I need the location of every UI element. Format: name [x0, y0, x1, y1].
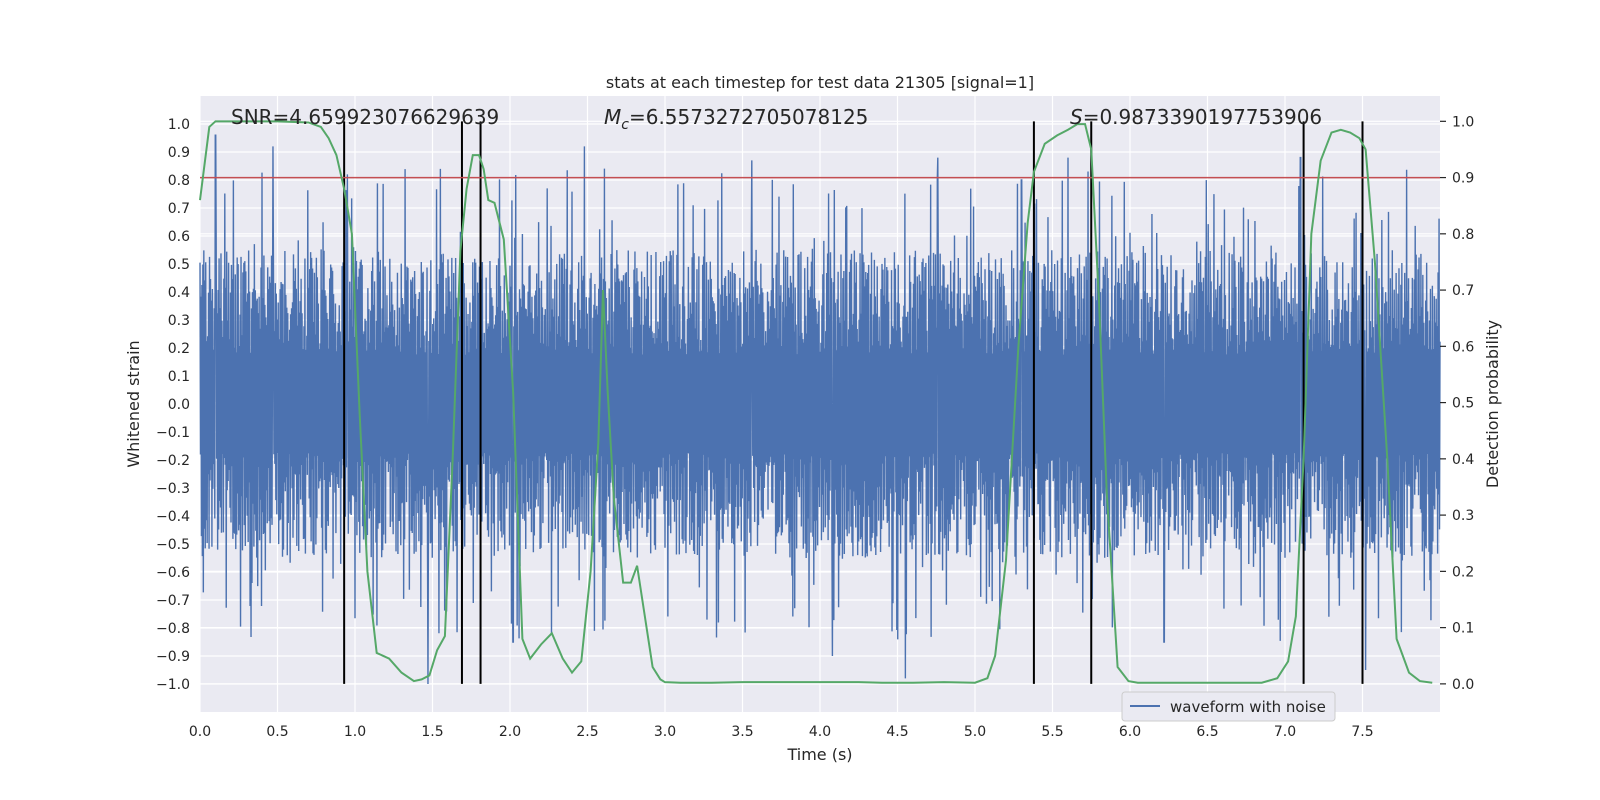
y-tick-label-left: −0.3	[156, 481, 190, 497]
mc-annotation: Mc=6.5573272705078125	[604, 105, 868, 133]
legend-box	[1121, 691, 1336, 722]
y-tick-label-left: 0.8	[168, 173, 190, 189]
probability-path	[199, 120, 1433, 684]
x-tick-label: 3.0	[654, 724, 676, 740]
x-tick-label: 6.0	[1119, 724, 1141, 740]
x-tick-label: 7.5	[1351, 724, 1373, 740]
s-symbol: S	[1070, 105, 1083, 129]
mc-symbol: M	[604, 105, 621, 129]
x-tick-label: 0.0	[189, 724, 211, 740]
y-tick-label-right: 0.9	[1452, 171, 1474, 187]
x-ticks: 0.0 0.5 1.0 1.5 2.0 2.5 3.0 3.5 4.0 4.5 5.0 5.5 6.0 6…	[189, 724, 1374, 740]
y-tick-label-left: −0.9	[156, 649, 190, 665]
x-tick-label: 5.0	[964, 724, 986, 740]
x-tick-label: 2.0	[499, 724, 521, 740]
y-tick-label-left: −0.7	[156, 593, 190, 609]
probability-series	[199, 120, 1433, 684]
s-value: =0.9873390197753906	[1083, 105, 1322, 129]
x-tick-label: 6.5	[1196, 724, 1218, 740]
y-tick-label-right: 0.8	[1452, 227, 1474, 243]
x-tick-label: 1.0	[344, 724, 366, 740]
y-tick-label-left: −0.5	[156, 537, 190, 553]
mc-subscript: c	[621, 117, 629, 133]
y-tick-label-right: 1.0	[1452, 114, 1474, 130]
y-tick-label-left: 0.4	[168, 285, 190, 301]
y-tick-label-left: −0.8	[156, 621, 190, 637]
y-tick-label-left: 0.9	[168, 145, 190, 161]
y-tick-label-left: 0.0	[168, 397, 190, 413]
y-tick-label-left: −0.6	[156, 565, 190, 581]
y-tick-label-right: 0.1	[1452, 621, 1474, 637]
x-tick-label: 3.5	[731, 724, 753, 740]
x-tick-label: 1.5	[421, 724, 443, 740]
y-tick-label-left: −1.0	[156, 677, 190, 693]
x-tick-label: 5.5	[1041, 724, 1063, 740]
y-tick-label-right: 0.2	[1452, 564, 1474, 580]
y-tick-label-right: 0.4	[1452, 452, 1474, 468]
y-tick-label-left: 0.6	[168, 229, 190, 245]
x-tick-label: 4.5	[886, 724, 908, 740]
y-axis-label-left: Whitened strain	[124, 340, 143, 467]
chart-title: stats at each timestep for test data 213…	[606, 73, 1034, 92]
y-tick-label-left: 0.2	[168, 341, 190, 357]
x-tick-label: 2.5	[576, 724, 598, 740]
y-axis-label-right: Detection probability	[1483, 320, 1502, 488]
y-tick-label-left: 0.5	[168, 257, 190, 273]
y-tick-label-right: 0.0	[1452, 677, 1474, 693]
vertical-lines	[343, 121, 1364, 684]
y-ticks-right: 0.0 0.1 0.2 0.3 0.4 0.5 0.6 0.7 0.8 0.9 1.0	[1440, 114, 1474, 693]
x-tick-label: 7.0	[1274, 724, 1296, 740]
y-tick-label-left: −0.1	[156, 425, 190, 441]
y-tick-label-left: −0.2	[156, 453, 190, 469]
x-tick-label: 4.0	[809, 724, 831, 740]
mc-value: =6.5573272705078125	[629, 105, 868, 129]
y-tick-label-right: 0.5	[1452, 396, 1474, 412]
waveform-path	[199, 134, 1441, 685]
y-tick-label-right: 0.3	[1452, 508, 1474, 524]
legend-label: waveform with noise	[1170, 698, 1326, 716]
y-tick-label-left: 0.3	[168, 313, 190, 329]
y-tick-label-left: 1.0	[168, 117, 190, 133]
y-tick-label-right: 0.6	[1452, 339, 1474, 355]
s-annotation: S=0.9873390197753906	[1070, 105, 1322, 129]
y-tick-label-left: 0.1	[168, 369, 190, 385]
y-ticks-left: −1.0 −0.9 −0.8 −0.7 −0.6 −0.5 −0.4 −0.3 −0.2 −0.1…	[156, 117, 190, 693]
y-tick-label-right: 0.7	[1452, 283, 1474, 299]
y-tick-label-left: 0.7	[168, 201, 190, 217]
y-tick-label-left: −0.4	[156, 509, 190, 525]
legend: waveform with noise	[1121, 691, 1336, 722]
x-axis-label: Time (s)	[786, 745, 852, 764]
waveform-series	[199, 134, 1441, 685]
x-tick-label: 0.5	[266, 724, 288, 740]
snr-annotation: SNR=4.659923076629639	[231, 105, 499, 129]
